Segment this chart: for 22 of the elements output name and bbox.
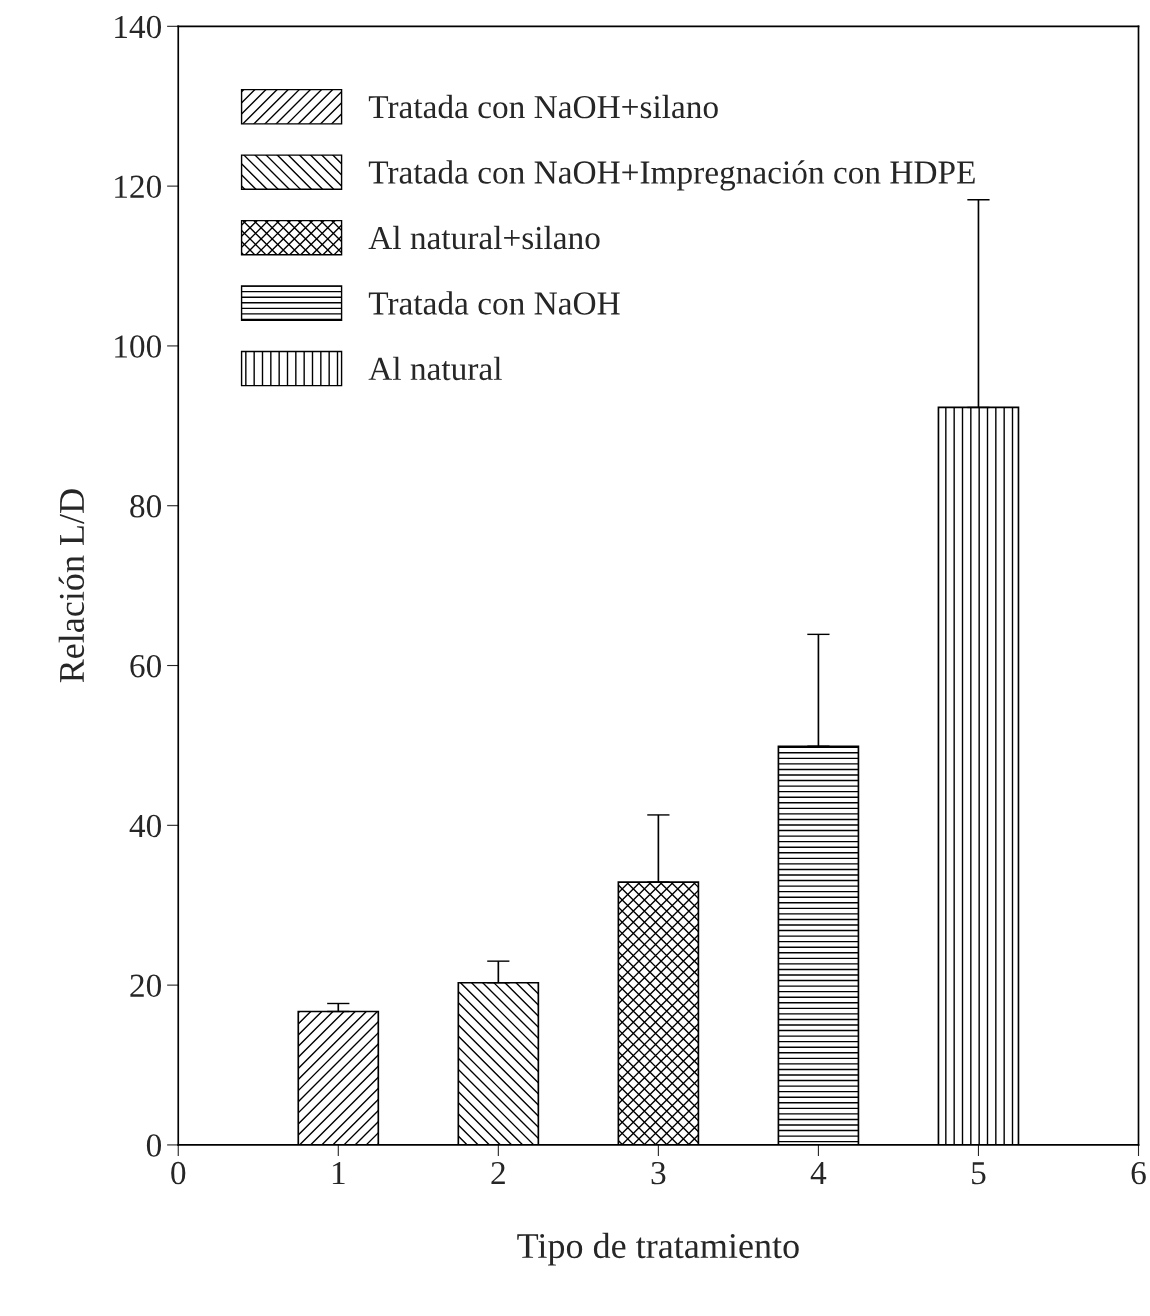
x-tick-label: 4 [810, 1162, 827, 1185]
legend-label: Tratada con NaOH+Impregnación con HDPE [368, 160, 975, 191]
y-tick-label: 100 [115, 335, 162, 358]
y-tick-label: 40 [129, 814, 162, 838]
y-tick-label: 20 [130, 974, 162, 998]
y-axis-title: Relación L/D [58, 489, 85, 683]
x-tick-label: 1 [332, 1162, 345, 1185]
y-tick-label: 0 [146, 1134, 162, 1157]
x-tick-label: 5 [972, 1162, 986, 1185]
y-tick-label: 140 [115, 15, 162, 39]
x-tick-label: 6 [1131, 1161, 1146, 1185]
x-axis-title: Tipo de tratamiento [517, 1232, 799, 1266]
y-tick-label: 120 [115, 175, 162, 199]
x-tick-label: 2 [491, 1161, 505, 1185]
legend-label: Al natural [368, 356, 502, 381]
y-tick-label: 80 [130, 495, 162, 518]
legend-label: Al natural+silano [368, 225, 600, 250]
y-tick-label: 60 [130, 654, 162, 678]
legend-label: Tratada con NaOH [368, 291, 620, 315]
x-tick-label: 0 [171, 1161, 186, 1185]
legend-label: Tratada con NaOH+silano [368, 94, 718, 119]
x-tick-label: 3 [651, 1161, 666, 1185]
